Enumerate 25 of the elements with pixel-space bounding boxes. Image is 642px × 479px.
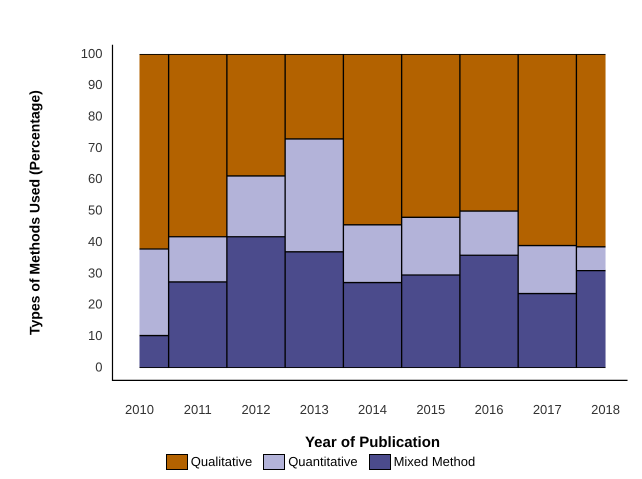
- x-tick-label: 2017: [532, 402, 562, 417]
- x-tick-label: 2016: [474, 402, 504, 417]
- y-tick-label: 100: [80, 46, 102, 61]
- legend-label: Mixed Method: [394, 454, 476, 469]
- legend-label: Qualitative: [190, 454, 252, 469]
- y-tick-label: 0: [95, 359, 102, 374]
- x-tick-label: 2018: [591, 402, 620, 417]
- x-tick-label: 2010: [125, 402, 154, 417]
- legend-label: Quantitative: [288, 454, 358, 469]
- y-tick-label: 20: [88, 296, 102, 312]
- y-tick-label: 30: [88, 265, 102, 280]
- y-tick-label: 80: [88, 108, 102, 124]
- x-tick-label: 2011: [184, 402, 212, 417]
- y-tick-label: 60: [88, 171, 102, 186]
- x-tick-label: 2012: [242, 402, 270, 417]
- x-tick-label: 2014: [358, 402, 387, 417]
- x-axis-title: Year of Publication: [305, 434, 440, 452]
- x-tick-label: 2013: [300, 402, 329, 417]
- y-tick-label: 40: [88, 234, 102, 249]
- y-axis-title: Types of Methods Used (Percentage): [26, 90, 42, 335]
- y-tick-label: 90: [88, 77, 102, 92]
- y-tick-label: 70: [88, 140, 102, 155]
- y-tick-label: 10: [88, 328, 102, 344]
- x-tick-label: 2015: [416, 402, 446, 417]
- y-tick-label: 50: [88, 202, 102, 218]
